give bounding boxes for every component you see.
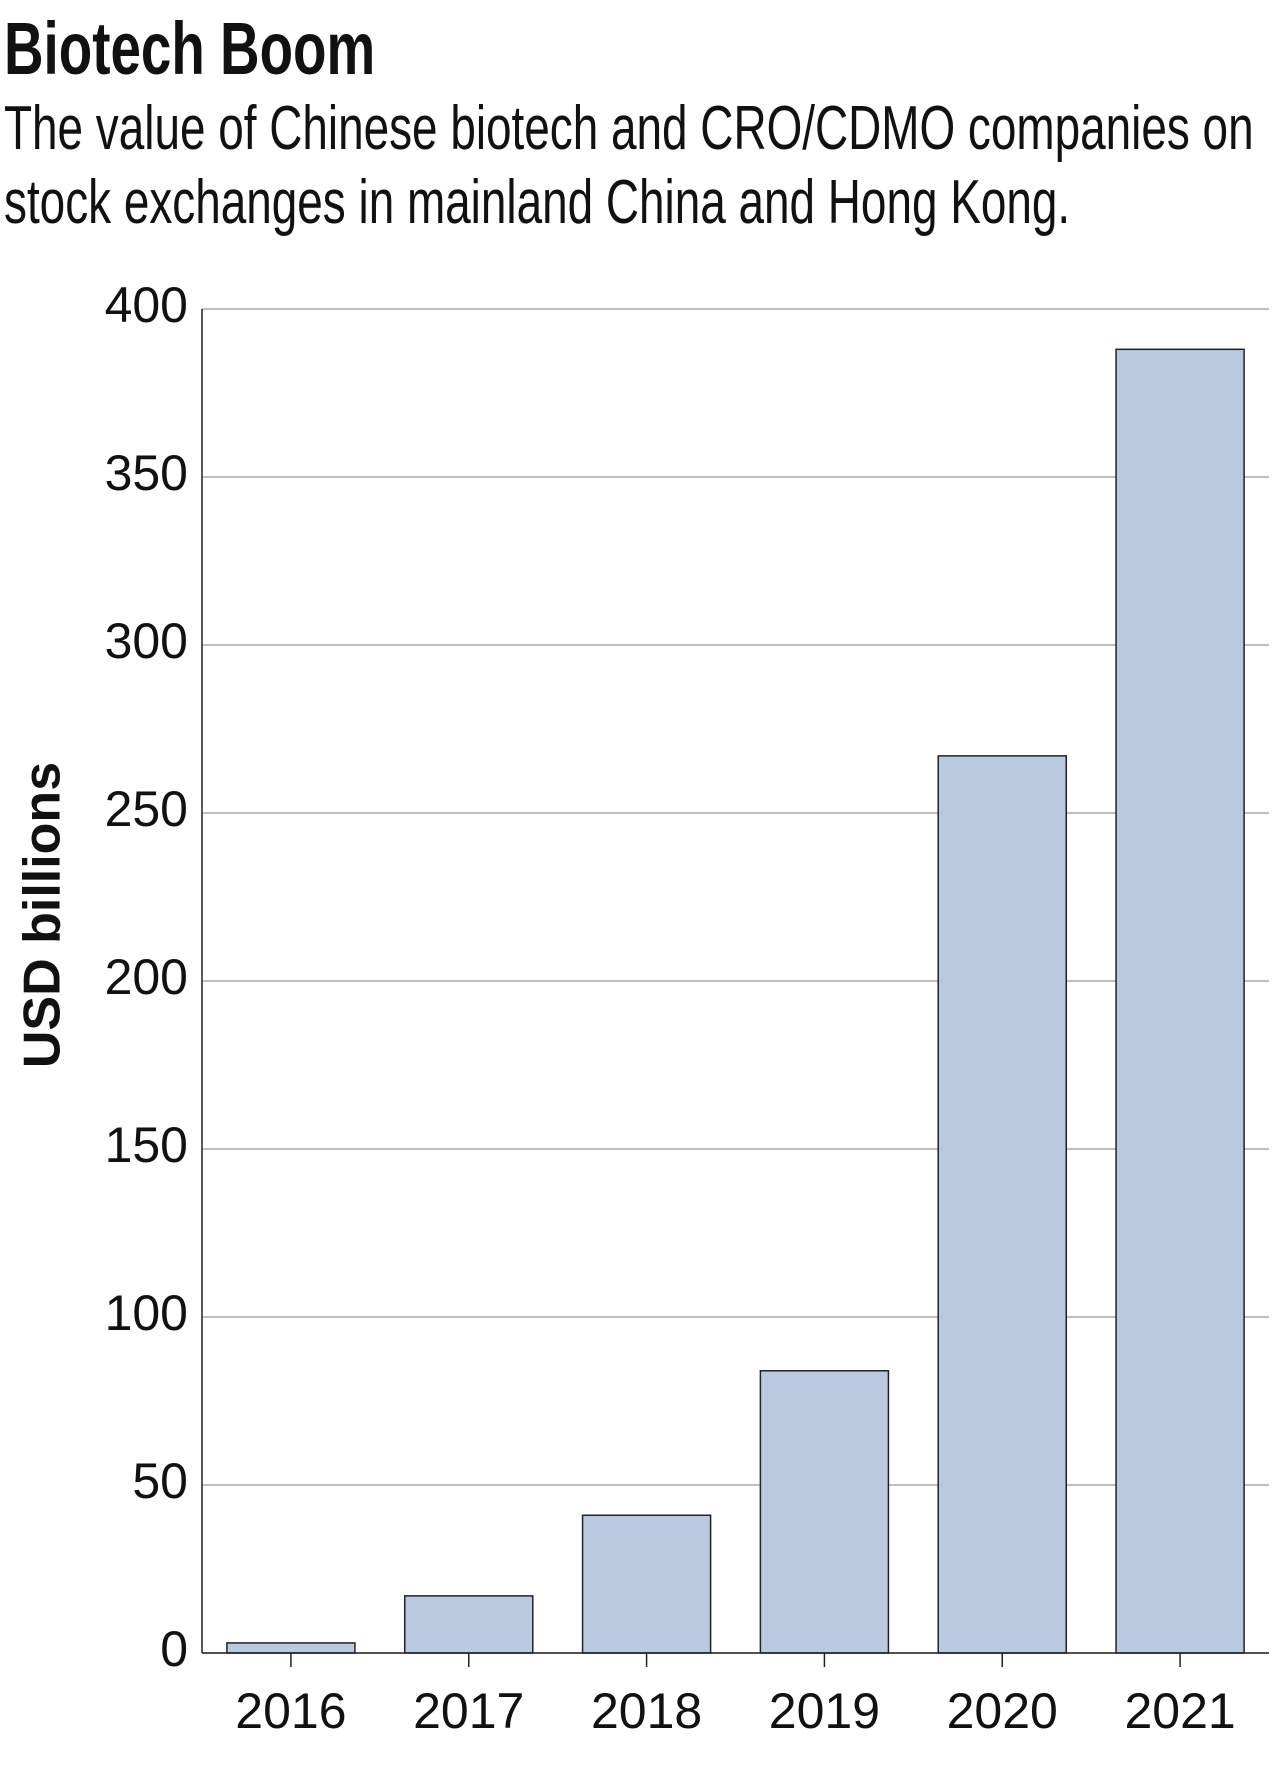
y-tick-label: 300	[105, 613, 188, 669]
y-tick-label: 150	[105, 1117, 188, 1173]
bar	[937, 755, 1068, 1654]
chart-subtitle: The value of Chinese biotech and CRO/CDM…	[4, 94, 1254, 237]
bar	[759, 1370, 890, 1654]
bar	[1115, 348, 1245, 1654]
chart-title: Biotech Boom	[4, 7, 376, 90]
x-tick-label: 2020	[947, 1683, 1058, 1739]
y-tick-label: 200	[105, 949, 188, 1005]
bar	[403, 1595, 534, 1654]
y-tick-label: 100	[105, 1285, 188, 1341]
y-axis-label: USD billions	[14, 762, 72, 1068]
bar	[581, 1514, 712, 1654]
x-tick-label: 2017	[413, 1683, 524, 1739]
x-tick-label: 2016	[235, 1683, 346, 1739]
bar	[226, 1642, 356, 1654]
header: Biotech Boom The value of Chinese biotec…	[4, 6, 1277, 240]
y-tick-label: 350	[105, 445, 188, 501]
x-tick-label: 2018	[591, 1683, 702, 1739]
x-tick-label: 2021	[1124, 1683, 1235, 1739]
y-tick-label: 0	[160, 1621, 188, 1677]
y-tick-label: 50	[132, 1453, 188, 1509]
y-tick-label: 400	[105, 277, 188, 333]
x-tick-label: 2019	[769, 1683, 880, 1739]
y-tick-label: 250	[105, 781, 188, 837]
